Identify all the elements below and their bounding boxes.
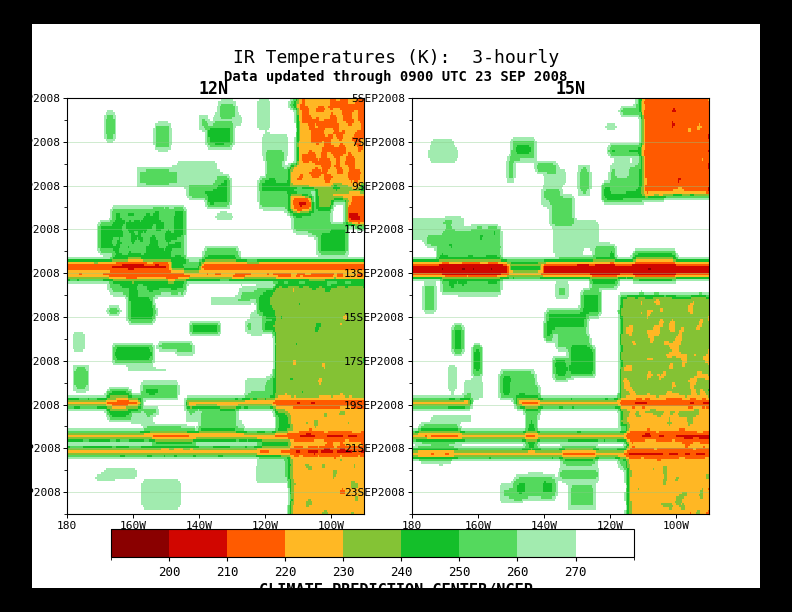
Text: IR Temperatures (K):  3-hourly: IR Temperatures (K): 3-hourly [233, 49, 559, 67]
Text: Data updated through 0900 UTC 23 SEP 2008: Data updated through 0900 UTC 23 SEP 200… [224, 70, 568, 83]
Text: CLIMATE PREDICTION CENTER/NCEP: CLIMATE PREDICTION CENTER/NCEP [259, 583, 533, 598]
Text: 12N: 12N [199, 80, 229, 98]
Text: 15N: 15N [555, 80, 585, 98]
